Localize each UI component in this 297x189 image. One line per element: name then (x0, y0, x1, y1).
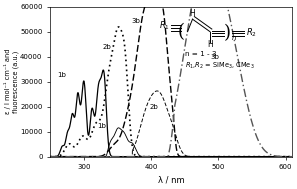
Text: H: H (207, 40, 213, 49)
Text: 1b: 1b (97, 123, 106, 129)
Text: n = 1 - 3: n = 1 - 3 (185, 51, 217, 57)
Text: H: H (190, 9, 195, 18)
Y-axis label: ε / l mol⁻¹ cm⁻¹ and
fluorescence (a.u.): ε / l mol⁻¹ cm⁻¹ and fluorescence (a.u.) (4, 49, 19, 114)
Text: 2b: 2b (103, 44, 111, 50)
Text: 2b: 2b (149, 104, 158, 110)
Text: (: ( (178, 23, 185, 41)
Text: 3b: 3b (210, 54, 219, 60)
Text: 3b: 3b (131, 18, 140, 24)
Text: $R_1$: $R_1$ (159, 19, 170, 32)
X-axis label: λ / nm: λ / nm (158, 176, 185, 185)
Text: $n$: $n$ (230, 34, 236, 42)
Text: $R_2$: $R_2$ (246, 27, 257, 40)
Text: $R_1$,$R_2$ = SiMe$_3$, CMe$_3$: $R_1$,$R_2$ = SiMe$_3$, CMe$_3$ (185, 61, 255, 71)
Text: ): ) (224, 24, 231, 42)
Text: 1b: 1b (58, 72, 67, 78)
